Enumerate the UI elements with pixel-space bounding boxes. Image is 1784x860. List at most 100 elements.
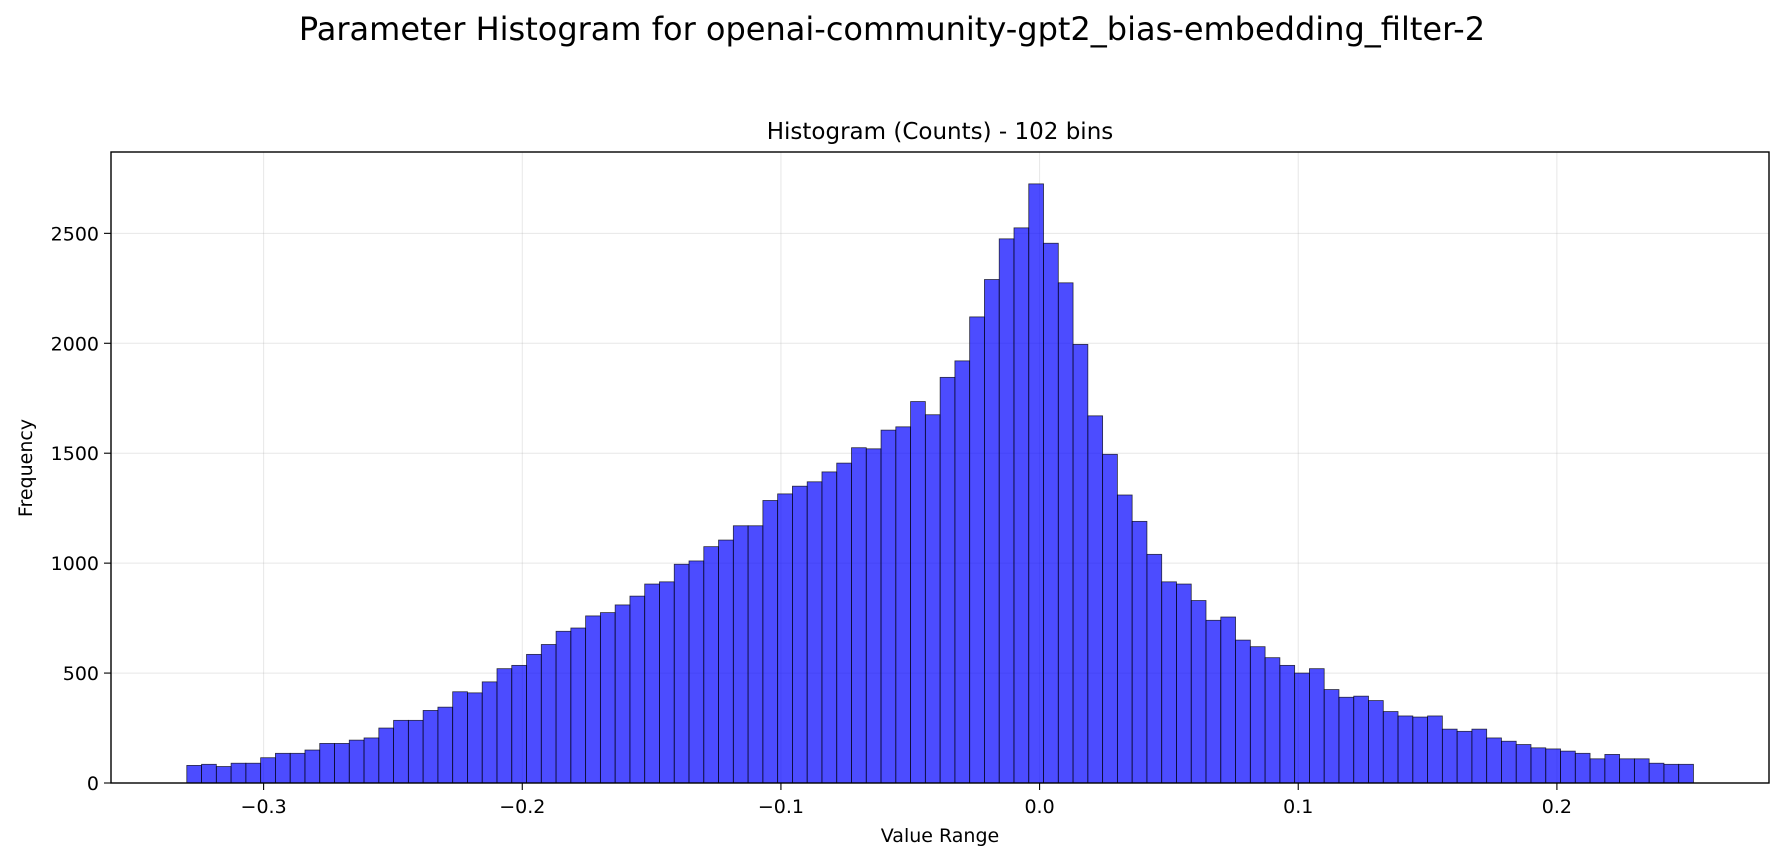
histogram-bar — [1663, 763, 1680, 784]
histogram-bar — [998, 238, 1015, 784]
histogram-bar — [1530, 747, 1547, 784]
y-tick-label: 2000 — [51, 333, 99, 355]
histogram-bar — [393, 719, 409, 784]
histogram-bar — [201, 763, 217, 784]
histogram-bar — [1678, 763, 1694, 784]
histogram-bar — [969, 316, 985, 784]
histogram-bar — [186, 765, 202, 784]
y-tick-label: 500 — [63, 663, 99, 685]
histogram-bar — [555, 630, 572, 784]
histogram-bar — [1441, 728, 1458, 784]
histogram-bar — [1589, 758, 1606, 784]
histogram-bar — [1309, 668, 1325, 784]
histogram-bar — [984, 279, 1000, 784]
histogram-bar — [1249, 646, 1266, 784]
histogram-bar — [954, 360, 971, 784]
histogram-bar — [585, 615, 601, 784]
histogram-bar — [1235, 639, 1251, 784]
x-tick-label: −0.3 — [241, 796, 287, 818]
histogram-bar — [644, 583, 660, 784]
histogram-bar — [629, 595, 646, 784]
histogram-bar — [895, 426, 911, 784]
histogram-bar — [319, 743, 335, 784]
histogram-bar — [437, 706, 454, 784]
histogram-bar — [732, 525, 749, 784]
histogram-bar — [821, 471, 838, 784]
histogram-bar — [1368, 700, 1384, 784]
histogram-bar — [939, 376, 956, 784]
histogram-bar — [1102, 453, 1118, 784]
y-tick-label: 1000 — [51, 553, 99, 575]
histogram-bar — [614, 604, 631, 784]
histogram-bar — [1382, 711, 1399, 784]
histogram-bar — [334, 743, 350, 784]
histogram-bar — [1471, 728, 1488, 784]
x-tick-label: 0.0 — [1024, 796, 1054, 818]
histogram-bar — [673, 563, 690, 784]
histogram-bar — [496, 668, 513, 784]
histogram-bar — [599, 612, 616, 784]
histogram-bar — [467, 692, 483, 784]
histogram-bar — [348, 739, 365, 784]
histogram-bar — [378, 727, 394, 784]
histogram-bar — [910, 401, 926, 784]
histogram-bar — [659, 581, 675, 784]
histogram-bar — [1013, 227, 1030, 784]
y-axis-label: Frequency — [15, 419, 37, 517]
histogram-bar — [1072, 343, 1089, 784]
histogram-bar — [289, 752, 306, 784]
histogram-bar — [1279, 664, 1296, 784]
histogram-bar — [851, 447, 867, 784]
histogram-bar — [1412, 716, 1428, 784]
x-tick-label: −0.2 — [499, 796, 545, 818]
histogram-bar — [1323, 689, 1340, 784]
histogram-bar — [1574, 752, 1591, 784]
histogram-bar — [1116, 494, 1133, 784]
histogram-bar — [1264, 657, 1281, 784]
histogram-bar — [880, 429, 897, 784]
histogram-bar — [275, 752, 291, 784]
histogram-bar — [304, 749, 321, 784]
histogram-bar — [1515, 744, 1532, 784]
histogram-bar — [1220, 616, 1236, 784]
histogram-bar — [1560, 750, 1576, 784]
histogram-bar — [1131, 520, 1148, 784]
histogram-bar — [688, 560, 705, 784]
histogram-bar — [865, 448, 882, 784]
histogram-bar — [762, 500, 779, 784]
histogram-bar — [924, 414, 941, 784]
histogram-bar — [836, 462, 852, 784]
histogram-bar — [1397, 715, 1414, 784]
histogram-bar — [1176, 583, 1192, 784]
histogram-bar — [1338, 696, 1355, 784]
histogram-bar — [422, 710, 439, 784]
x-tick-label: 0.2 — [1542, 796, 1572, 818]
histogram-bar — [570, 627, 587, 784]
histogram-bar — [1043, 242, 1059, 784]
histogram-bar — [1057, 282, 1074, 784]
x-axis-label: Value Range — [881, 825, 999, 847]
histogram-bar — [452, 691, 468, 784]
histogram-bar — [245, 762, 262, 784]
histogram-bar — [1294, 672, 1310, 784]
histogram-bar — [1205, 619, 1222, 784]
histogram-bar — [260, 757, 276, 784]
histogram-bar — [481, 681, 498, 784]
x-axis-ticks: −0.3 −0.2 −0.1 0.0 0.1 0.2 — [241, 783, 1572, 818]
histogram-bar — [1190, 600, 1207, 784]
histogram-bar — [511, 664, 527, 784]
histogram-bar — [1486, 737, 1502, 784]
histogram-bar — [1353, 695, 1369, 784]
histogram-bar — [407, 719, 424, 784]
y-tick-label: 2500 — [51, 223, 99, 245]
figure-suptitle: Parameter Histogram for openai-community… — [299, 10, 1485, 48]
histogram-bars — [186, 183, 1694, 784]
histogram-bar — [1545, 748, 1561, 784]
plot-frame — [110, 151, 1770, 784]
histogram-bar — [1456, 730, 1473, 784]
histogram-bar — [792, 485, 808, 784]
histogram-bar — [540, 644, 557, 784]
histogram-bar — [806, 481, 823, 784]
histogram-bar — [777, 493, 793, 784]
